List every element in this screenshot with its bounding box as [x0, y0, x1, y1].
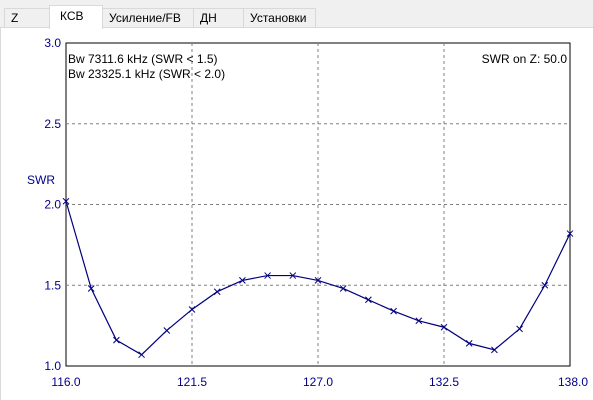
swr-point-marker [365, 296, 372, 304]
swr-point-marker [213, 288, 221, 296]
tab-settings[interactable]: Установки [243, 8, 316, 28]
swr-point-marker [516, 325, 523, 333]
bandwidth-swr-1-5-label: Bw 7311.6 kHz (SWR < 1.5) [68, 52, 218, 66]
x-tick-labels: 116.0 121.5 127.0 132.5 138.0 [51, 375, 588, 389]
swr-point-marker [566, 230, 574, 237]
swr-point-marker [415, 317, 423, 325]
tab-divider [0, 27, 593, 28]
swr-point-marker [390, 307, 397, 315]
swr-point-marker [138, 351, 145, 359]
y-tick-labels: 1.0 1.5 2.0 2.5 3.0 [44, 36, 61, 373]
swr-point-marker [339, 285, 347, 292]
y-tick-label: 1.5 [44, 278, 61, 292]
swr-series [62, 197, 574, 359]
swr-point-marker [314, 277, 322, 284]
swr-on-z-label: SWR on Z: 50.0 [482, 52, 568, 66]
x-tick-label: 116.0 [51, 375, 80, 389]
swr-point-marker [491, 346, 498, 354]
swr-point-marker [163, 327, 171, 334]
y-axis-label: SWR [27, 173, 55, 187]
tab-bar: Z КСВ Усиление/FB ДН Установки [0, 0, 593, 29]
x-tick-label: 138.0 [558, 375, 588, 389]
x-tick-label: 121.5 [177, 375, 207, 389]
grid-lines [66, 43, 570, 366]
y-tick-label: 2.0 [44, 198, 61, 212]
swr-point-marker [541, 281, 549, 289]
swr-point-marker [239, 277, 246, 284]
swr-point-marker [440, 323, 448, 331]
y-tick-label: 1.0 [44, 359, 61, 373]
swr-point-marker [289, 272, 297, 279]
y-tick-label: 2.5 [44, 117, 61, 131]
x-tick-label: 127.0 [303, 375, 333, 389]
tab-swr[interactable]: КСВ [49, 5, 103, 29]
swr-point-marker [62, 197, 70, 205]
swr-point-marker [465, 340, 473, 347]
swr-point-marker [264, 272, 271, 279]
y-tick-label: 3.0 [44, 36, 61, 50]
x-tick-label: 132.5 [429, 375, 459, 389]
swr-point-marker [87, 285, 95, 292]
swr-point-marker [113, 336, 120, 344]
bandwidth-swr-2-0-label: Bw 23325.1 kHz (SWR < 2.0) [68, 67, 225, 81]
swr-point-marker [188, 306, 196, 313]
